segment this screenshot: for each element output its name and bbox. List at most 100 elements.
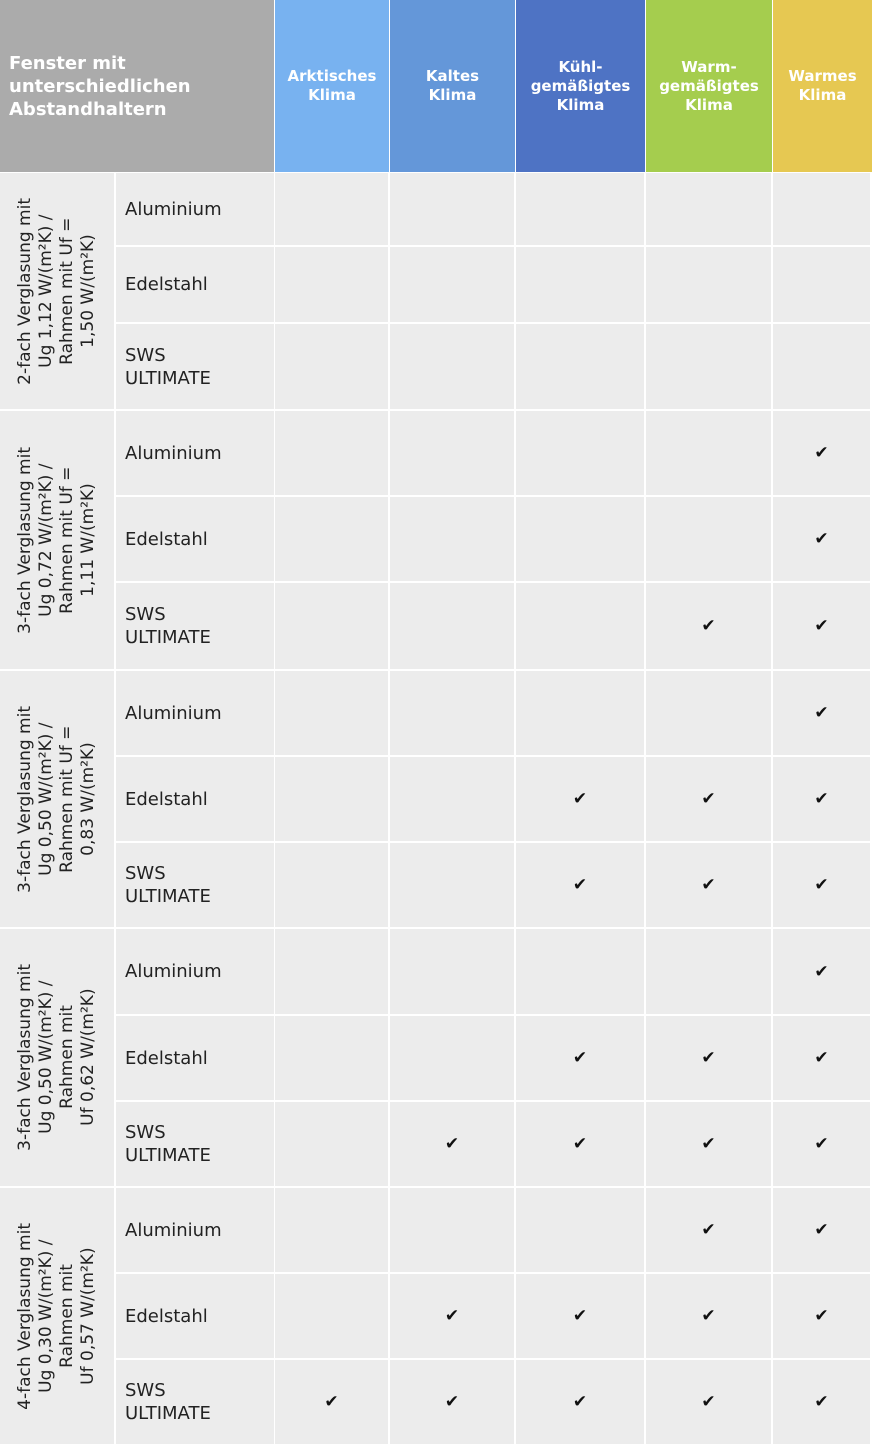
table-cell: ✔ — [646, 1016, 771, 1100]
checkmark-icon: ✔ — [814, 875, 829, 895]
checkmark-icon: ✔ — [701, 875, 716, 895]
table-cell: ✔ — [646, 1274, 771, 1358]
group-label-text: 3-fach Verglasung mit Ug 0,72 W/(m²K) / … — [15, 446, 98, 634]
table-cell — [516, 671, 644, 755]
checkmark-icon: ✔ — [572, 1392, 588, 1412]
table-cell — [646, 247, 771, 322]
table-cell — [275, 173, 388, 245]
column-header-label: Kaltes Klima — [425, 67, 480, 104]
spacer-type-label: Aluminium — [116, 173, 274, 245]
table-cell: ✔ — [646, 1360, 771, 1444]
checkmark-icon: ✔ — [701, 1306, 716, 1326]
table-cell: ✔ — [773, 1360, 870, 1444]
table-title: Fenster mit unterschiedlichen Abstandhal… — [0, 0, 274, 172]
table-cell — [275, 843, 388, 927]
table-cell — [390, 843, 514, 927]
spacer-type-label: Aluminium — [116, 411, 274, 495]
table-cell — [646, 324, 771, 409]
table-title-text: Fenster mit unterschiedlichen Abstandhal… — [9, 52, 191, 120]
checkmark-icon: ✔ — [701, 616, 716, 636]
column-header-kaltes: Kaltes Klima — [390, 0, 515, 172]
table-cell: ✔ — [773, 757, 870, 841]
table-cell — [390, 583, 514, 669]
checkmark-icon: ✔ — [444, 1392, 460, 1412]
checkmark-icon: ✔ — [814, 1306, 829, 1326]
table-cell — [275, 247, 388, 322]
table-cell: ✔ — [516, 757, 644, 841]
spacer-type-label: SWS ULTIMATE — [116, 1360, 274, 1444]
group-label: 4-fach Verglasung mit Ug 0,30 W/(m²K) / … — [0, 1188, 114, 1444]
group-label: 3-fach Verglasung mit Ug 0,50 W/(m²K) / … — [0, 929, 114, 1186]
table-cell: ✔ — [646, 757, 771, 841]
checkmark-icon: ✔ — [814, 616, 829, 636]
table-cell — [390, 1016, 514, 1100]
checkmark-icon: ✔ — [324, 1392, 339, 1412]
spacer-type-label: Edelstahl — [116, 757, 274, 841]
group-label-text: 4-fach Verglasung mit Ug 0,30 W/(m²K) / … — [15, 1222, 98, 1410]
checkmark-icon: ✔ — [814, 1392, 829, 1412]
table-cell — [516, 324, 644, 409]
table-cell — [390, 757, 514, 841]
group-label-text: 3-fach Verglasung mit Ug 0,50 W/(m²K) / … — [15, 705, 98, 893]
checkmark-icon: ✔ — [814, 1134, 829, 1154]
table-cell — [773, 324, 870, 409]
table-cell — [390, 929, 514, 1014]
spacer-type-label: Aluminium — [116, 671, 274, 755]
table-cell — [390, 411, 514, 495]
table-cell — [275, 411, 388, 495]
table-cell — [646, 173, 771, 245]
checkmark-icon: ✔ — [444, 1134, 460, 1154]
group-label: 3-fach Verglasung mit Ug 0,72 W/(m²K) / … — [0, 411, 114, 669]
table-cell — [275, 757, 388, 841]
group-label-text: 3-fach Verglasung mit Ug 0,50 W/(m²K) / … — [15, 964, 98, 1151]
checkmark-icon: ✔ — [814, 1048, 829, 1068]
table-cell — [390, 497, 514, 581]
table-cell — [390, 247, 514, 322]
table-cell: ✔ — [773, 1016, 870, 1100]
table-cell: ✔ — [773, 411, 870, 495]
table-cell — [646, 929, 771, 1014]
table-cell — [390, 173, 514, 245]
table-cell — [646, 671, 771, 755]
table-cell — [390, 324, 514, 409]
checkmark-icon: ✔ — [814, 703, 829, 723]
table-cell: ✔ — [516, 843, 644, 927]
table-cell — [390, 1188, 514, 1272]
table-cell — [275, 929, 388, 1014]
table-cell — [275, 324, 388, 409]
table-cell — [275, 1274, 388, 1358]
checkmark-icon: ✔ — [444, 1306, 460, 1326]
table-cell — [646, 497, 771, 581]
table-cell — [516, 929, 644, 1014]
checkmark-icon: ✔ — [814, 1220, 829, 1240]
table-cell: ✔ — [773, 843, 870, 927]
table-cell: ✔ — [516, 1102, 644, 1186]
table-cell: ✔ — [773, 929, 870, 1014]
table-cell: ✔ — [390, 1274, 514, 1358]
table-cell: ✔ — [646, 1102, 771, 1186]
table-cell: ✔ — [773, 583, 870, 669]
checkmark-icon: ✔ — [701, 1134, 716, 1154]
column-header-warmes: Warmes Klima — [773, 0, 872, 172]
checkmark-icon: ✔ — [572, 1134, 588, 1154]
table-cell — [773, 247, 870, 322]
group-label-text: 2-fach Verglasung mit Ug 1,12 W/(m²K) / … — [15, 197, 98, 385]
table-cell — [646, 411, 771, 495]
column-header-label: Arktisches Klima — [287, 67, 377, 104]
column-header-label: Warmes Klima — [788, 67, 857, 104]
table-cell: ✔ — [773, 671, 870, 755]
checkmark-icon: ✔ — [701, 1392, 716, 1412]
column-header-warm-gemaessigtes: Warm- gemäßigtes Klima — [646, 0, 772, 172]
checkmark-icon: ✔ — [572, 875, 588, 895]
spacer-type-label: Aluminium — [116, 929, 274, 1014]
table-cell — [275, 671, 388, 755]
table-cell: ✔ — [773, 1102, 870, 1186]
checkmark-icon: ✔ — [814, 789, 829, 809]
table-cell: ✔ — [516, 1016, 644, 1100]
table-cell: ✔ — [773, 1274, 870, 1358]
spacer-type-label: SWS ULTIMATE — [116, 583, 274, 669]
spacer-type-label: SWS ULTIMATE — [116, 843, 274, 927]
column-header-arktisches: Arktisches Klima — [275, 0, 389, 172]
table-cell: ✔ — [646, 1188, 771, 1272]
